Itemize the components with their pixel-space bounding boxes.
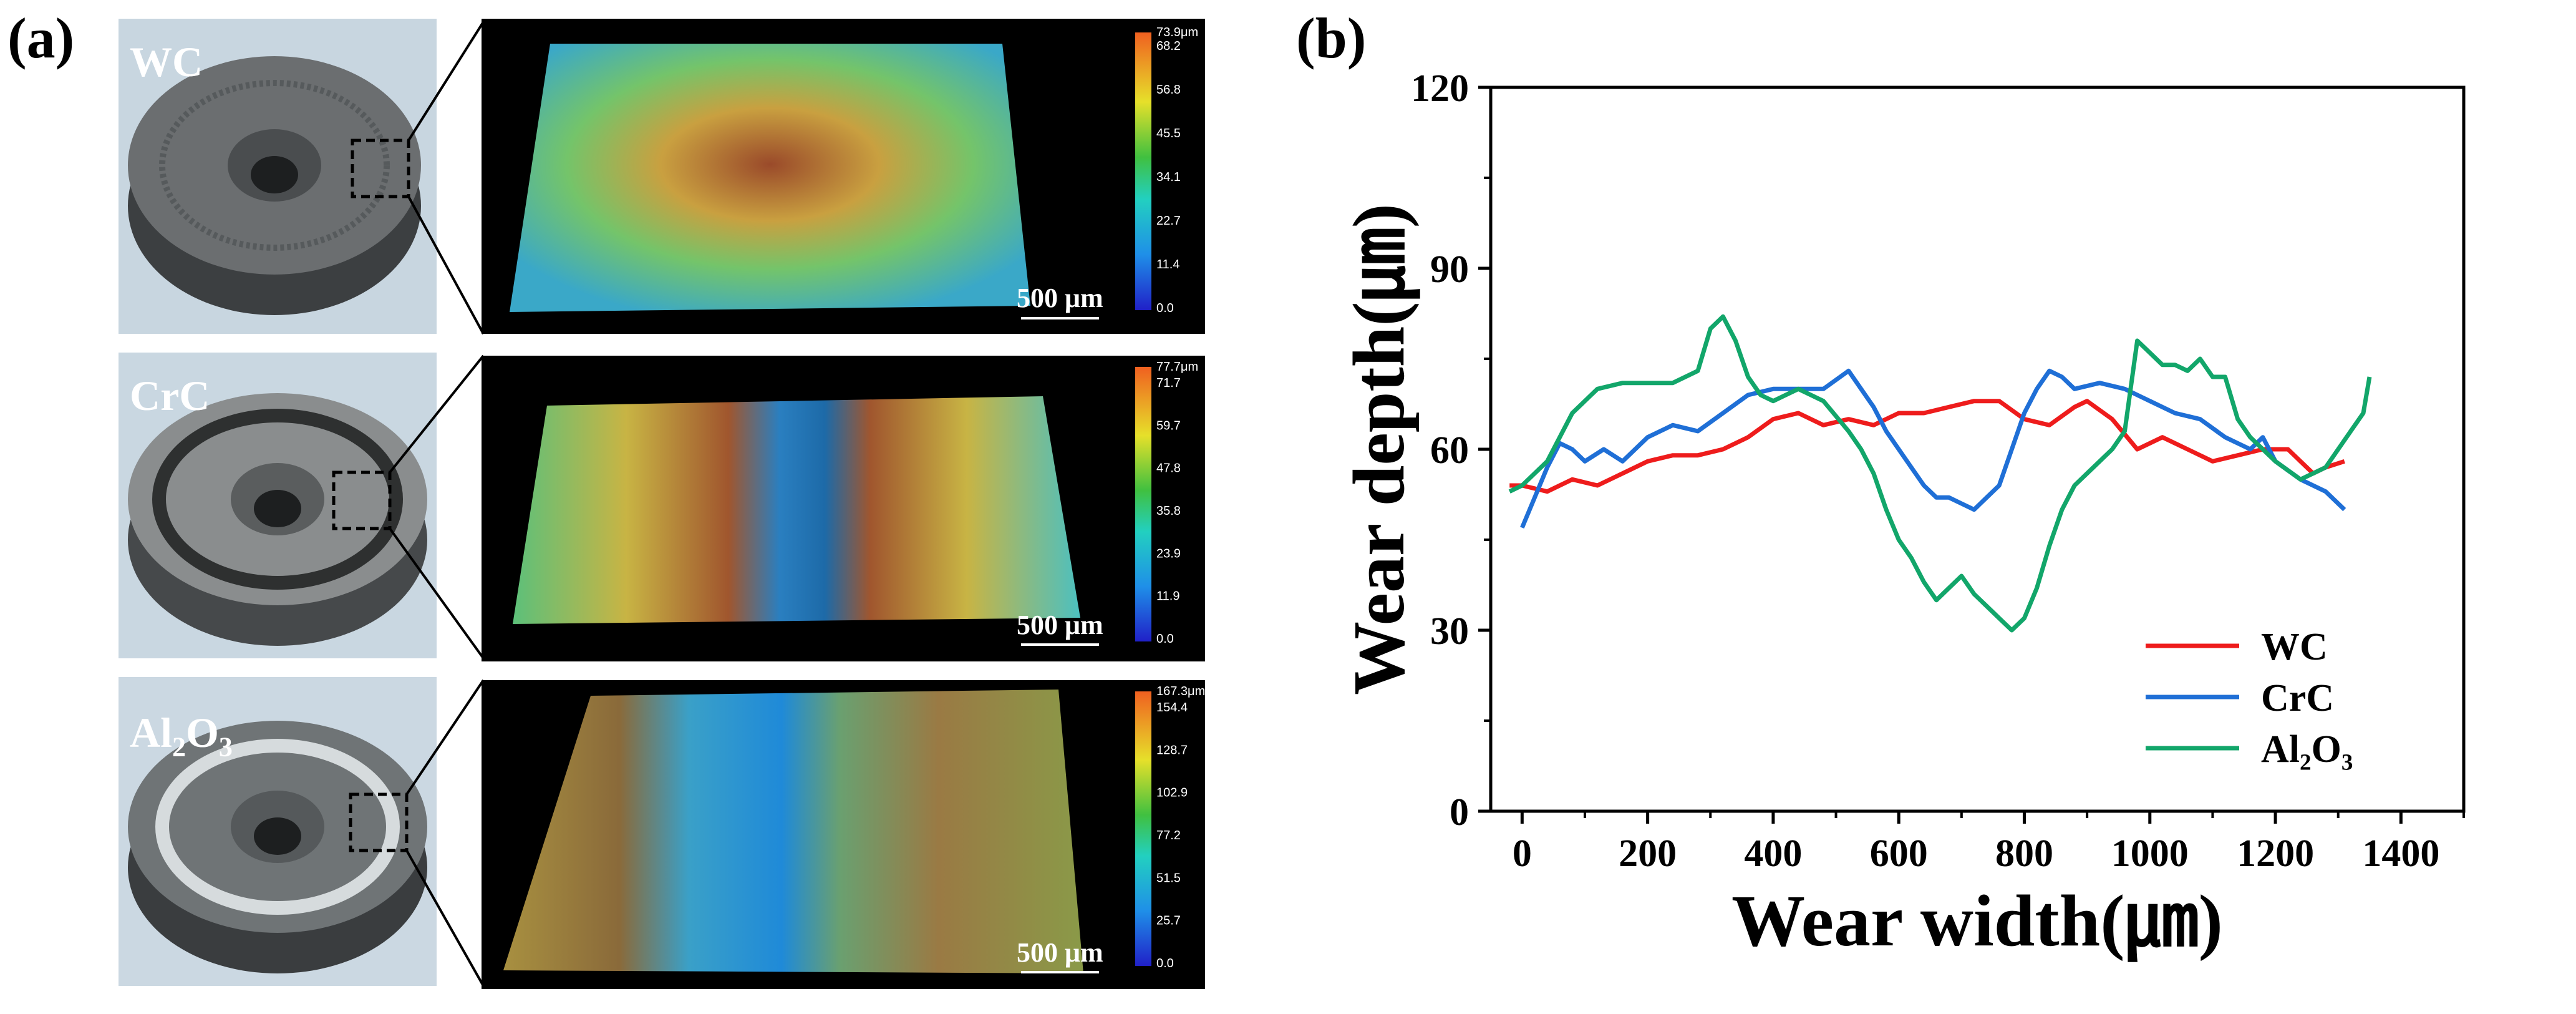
x-tick-label: 800: [1995, 832, 2053, 875]
cbar-tick-label: 0.0: [1156, 957, 1174, 970]
cbar-tick-label: 11.4: [1156, 258, 1179, 271]
cbar-tick-label: 128.7: [1156, 743, 1188, 757]
photo-wc: WC: [119, 19, 437, 334]
x-tick-label: 1400: [2362, 832, 2439, 875]
cbar-tick-label: 77.2: [1156, 829, 1181, 842]
scale-bar-al2o3: 500 μm: [1017, 937, 1103, 968]
cbar-tick-label: 34.1: [1156, 170, 1181, 184]
legend-label: Al₂O₃: [2261, 728, 2353, 771]
photo-al2o3: Al2O3: [119, 677, 437, 986]
scale-bar-crc: 500 μm: [1017, 610, 1103, 640]
surface-map-crc: 77.7μm 71.7 59.7 47.8 35.8 23.9 11.9 0.0 500 μ…: [482, 356, 1205, 661]
x-axis-label: Wear width(㎛): [1731, 880, 2223, 962]
cbar-tick-label: 11.9: [1156, 590, 1179, 603]
x-tick-label: 200: [1619, 832, 1677, 875]
sample-label-al2o3: Al2O3: [130, 709, 233, 763]
surface-map-al2o3: 167.3μm 154.4 128.7 102.9 77.2 51.5 25.7 0.0 5…: [482, 680, 1205, 989]
cbar-tick-label: 0.0: [1156, 632, 1174, 646]
sample-label-wc: WC: [130, 38, 203, 85]
chart-canvas: 0 200 400 600 800 1000 1200 1400 0 30 60 90 120 Wear …: [1338, 67, 2466, 962]
series-line-0: [1509, 399, 2345, 494]
zoom-box-wc: [351, 139, 410, 198]
y-axis-label: Wear depth(㎛): [1341, 203, 1420, 695]
scale-bar-wc: 500 μm: [1017, 283, 1103, 313]
panel-b-label: (b): [1296, 6, 1367, 70]
cbar-tick-label: 45.5: [1156, 127, 1181, 140]
cbar-tick-label: 23.9: [1156, 547, 1181, 560]
cbar-tick-label: 154.4: [1156, 701, 1188, 714]
cbar-tick-label: 71.7: [1156, 376, 1181, 390]
y-tick-label: 90: [1430, 248, 1469, 291]
series-line-1: [1520, 368, 2346, 529]
cbar-ticks-al2o3: 154.4 128.7 102.9 77.2 51.5 25.7 0.0: [1156, 701, 1188, 970]
y-tick-label: 120: [1411, 67, 1469, 110]
zoom-box-al2o3: [349, 792, 409, 852]
cbar-tick-label: 102.9: [1156, 786, 1188, 800]
legend-label: CrC: [2261, 677, 2334, 719]
cbar-max-wc: 73.9μm: [1156, 26, 1198, 39]
cbar-tick-label: 68.2: [1156, 39, 1181, 53]
cbar-ticks-wc: 68.2 56.8 45.5 34.1 22.7 11.4 0.0: [1156, 39, 1181, 315]
panel-a-label: (a): [7, 6, 75, 70]
cbar-tick-label: 51.5: [1156, 871, 1181, 885]
y-tick-label: 30: [1430, 610, 1469, 653]
surface-map-wc: 73.9μm 68.2 56.8 45.5 34.1 22.7 11.4 0.0 500 μ…: [482, 19, 1205, 334]
x-tick-label: 1200: [2237, 832, 2314, 875]
photo-crc: CrC: [119, 353, 437, 658]
cbar-max-crc: 77.7μm: [1156, 360, 1198, 374]
cbar-tick-label: 56.8: [1156, 83, 1181, 97]
sample-label-crc: CrC: [130, 372, 210, 419]
x-tick-label: 400: [1744, 832, 1802, 875]
wear-depth-chart: 0 200 400 600 800 1000 1200 1400 0 30 60 90 120 Wear …: [1338, 37, 2557, 1011]
cbar-max-al2o3: 167.3μm: [1156, 685, 1205, 698]
y-tick-label: 0: [1450, 791, 1469, 834]
cbar-tick-label: 0.0: [1156, 301, 1174, 315]
cbar-tick-label: 47.8: [1156, 462, 1181, 475]
y-tick-label: 60: [1430, 429, 1469, 472]
cbar-tick-label: 35.8: [1156, 504, 1181, 518]
cbar-ticks-crc: 71.7 59.7 47.8 35.8 23.9 11.9 0.0: [1156, 376, 1181, 646]
cbar-tick-label: 25.7: [1156, 914, 1181, 928]
cbar-tick-label: 22.7: [1156, 214, 1181, 228]
x-tick-label: 600: [1870, 832, 1928, 875]
cbar-tick-label: 59.7: [1156, 419, 1181, 432]
legend-label: WC: [2261, 626, 2328, 668]
x-tick-label: 0: [1513, 832, 1532, 875]
series-line-2: [1508, 314, 2372, 633]
zoom-box-crc: [332, 470, 392, 530]
x-tick-label: 1000: [2111, 832, 2189, 875]
